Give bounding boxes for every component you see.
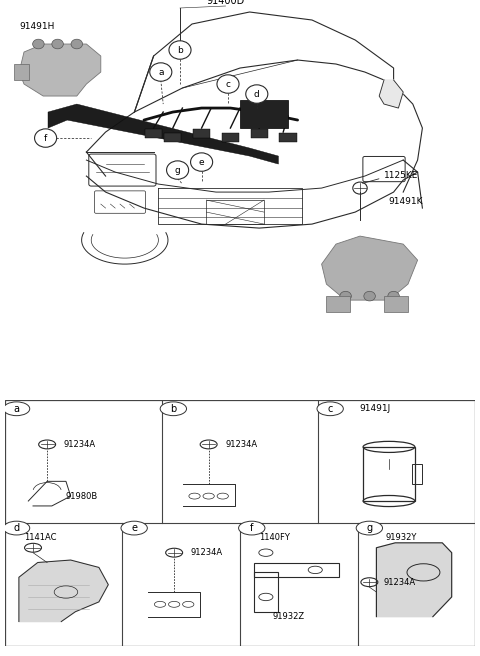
Polygon shape bbox=[19, 44, 101, 96]
Polygon shape bbox=[379, 80, 403, 108]
Bar bbox=[254, 562, 339, 577]
Bar bbox=[326, 296, 350, 312]
Bar bbox=[222, 133, 239, 142]
Bar bbox=[412, 464, 422, 484]
Circle shape bbox=[317, 402, 343, 416]
Text: 91491J: 91491J bbox=[359, 404, 390, 413]
Text: 91234A: 91234A bbox=[191, 548, 223, 557]
Text: a: a bbox=[158, 68, 164, 77]
Circle shape bbox=[246, 85, 268, 103]
Circle shape bbox=[364, 291, 375, 301]
Bar bbox=[251, 129, 268, 138]
Polygon shape bbox=[19, 560, 108, 622]
Text: a: a bbox=[13, 404, 20, 414]
Polygon shape bbox=[48, 104, 278, 164]
Text: b: b bbox=[177, 45, 183, 54]
Bar bbox=[193, 129, 210, 138]
Bar bbox=[363, 447, 415, 501]
Circle shape bbox=[121, 521, 147, 535]
Circle shape bbox=[33, 39, 44, 49]
Text: 91234A: 91234A bbox=[384, 578, 416, 586]
Bar bbox=[164, 133, 181, 142]
Text: d: d bbox=[13, 523, 20, 533]
Bar bbox=[240, 100, 288, 128]
Bar bbox=[384, 296, 408, 312]
Circle shape bbox=[52, 39, 63, 49]
Text: b: b bbox=[170, 404, 177, 414]
Text: g: g bbox=[366, 523, 372, 533]
Text: c: c bbox=[226, 79, 230, 89]
Text: 91234A: 91234A bbox=[225, 440, 257, 449]
Text: 1140FY: 1140FY bbox=[259, 533, 290, 543]
Text: 91400D: 91400D bbox=[206, 0, 245, 6]
Circle shape bbox=[3, 402, 30, 416]
Polygon shape bbox=[376, 543, 452, 617]
Text: 91491H: 91491H bbox=[19, 22, 55, 31]
Text: 91932Z: 91932Z bbox=[273, 612, 305, 621]
Bar bbox=[254, 572, 277, 611]
Circle shape bbox=[169, 41, 191, 59]
Text: d: d bbox=[254, 89, 260, 98]
Circle shape bbox=[388, 291, 399, 301]
Bar bbox=[14, 64, 29, 80]
Circle shape bbox=[160, 402, 187, 416]
Text: 91491K: 91491K bbox=[389, 197, 423, 206]
Circle shape bbox=[3, 521, 30, 535]
Circle shape bbox=[71, 39, 83, 49]
Circle shape bbox=[35, 129, 57, 147]
Circle shape bbox=[191, 153, 213, 171]
Circle shape bbox=[217, 75, 239, 93]
Circle shape bbox=[356, 521, 383, 535]
Text: 1125KE: 1125KE bbox=[384, 171, 419, 180]
Text: 91234A: 91234A bbox=[63, 440, 96, 449]
Text: 91932Y: 91932Y bbox=[386, 533, 417, 543]
Text: 91980B: 91980B bbox=[66, 491, 98, 501]
Text: c: c bbox=[327, 404, 333, 414]
Text: 1141AC: 1141AC bbox=[24, 533, 56, 543]
Text: g: g bbox=[175, 165, 180, 174]
Circle shape bbox=[340, 291, 351, 301]
Text: f: f bbox=[250, 523, 253, 533]
Polygon shape bbox=[322, 236, 418, 300]
Bar bbox=[145, 129, 162, 138]
Circle shape bbox=[239, 521, 265, 535]
Bar bbox=[279, 133, 297, 142]
Circle shape bbox=[167, 161, 189, 179]
Circle shape bbox=[150, 63, 172, 81]
Text: e: e bbox=[131, 523, 137, 533]
Text: e: e bbox=[199, 157, 204, 167]
Text: f: f bbox=[44, 134, 47, 142]
